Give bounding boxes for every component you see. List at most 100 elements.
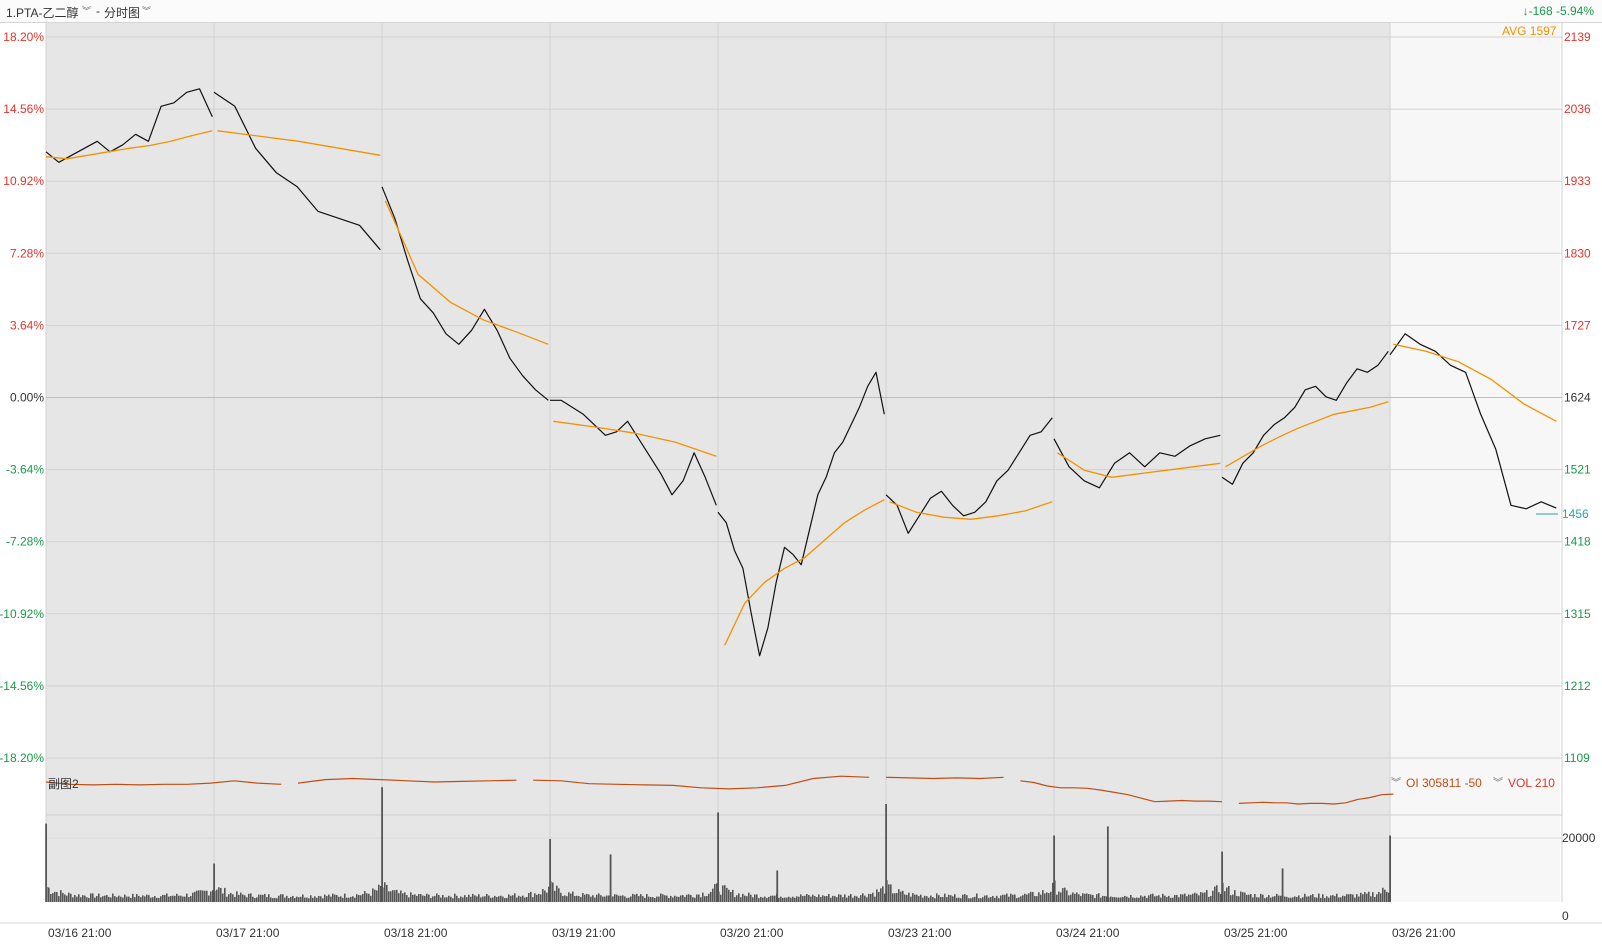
symbol-name[interactable]: 1.PTA-乙二醇: [6, 6, 79, 20]
left-tick-label: -14.56%: [0, 679, 44, 693]
volume-bar: [1086, 893, 1088, 902]
volume-bar: [956, 897, 958, 902]
volume-bar: [358, 895, 360, 902]
volume-bar: [1254, 894, 1256, 902]
volume-bar: [638, 896, 640, 902]
volume-bar: [798, 896, 800, 902]
volume-bar: [140, 897, 142, 902]
volume-bar: [154, 896, 156, 902]
volume-bar: [1204, 892, 1206, 902]
volume-bar: [1196, 893, 1198, 902]
volume-bar: [984, 895, 986, 902]
oi-line: [297, 777, 517, 784]
volume-bar: [662, 894, 664, 902]
volume-bar: [820, 897, 822, 902]
volume-spike: [45, 823, 47, 902]
volume-bar: [780, 896, 782, 902]
oi-dropdown-icon[interactable]: ︾: [1391, 777, 1401, 789]
volume-bar: [618, 895, 620, 902]
volume-bar: [156, 897, 158, 902]
volume-bar: [332, 893, 334, 902]
volume-bar: [1002, 894, 1004, 902]
volume-bar: [228, 894, 230, 902]
oi-label: OI 305811 -50: [1406, 776, 1482, 790]
volume-bar: [930, 895, 932, 902]
volume-bar: [548, 886, 550, 902]
volume-bar: [404, 892, 406, 902]
volume-bar: [840, 894, 842, 902]
view-dropdown-icon[interactable]: ︾: [142, 6, 152, 16]
vol-dropdown-icon[interactable]: ︾: [1493, 777, 1503, 789]
volume-bar: [184, 896, 186, 902]
right-tick-label: 1624: [1564, 391, 1591, 405]
volume-bar: [894, 893, 896, 902]
volume-bar: [896, 893, 898, 902]
volume-bar: [522, 895, 524, 902]
view-name[interactable]: 分时图: [104, 6, 141, 20]
volume-bar: [818, 894, 820, 902]
volume-bar: [450, 896, 452, 902]
volume-bar: [76, 896, 78, 902]
volume-bar: [760, 896, 762, 902]
volume-bar: [1350, 894, 1352, 902]
volume-bar: [442, 894, 444, 902]
volume-bar: [216, 889, 218, 902]
current-price-label: 1456: [1562, 507, 1589, 521]
volume-bar: [738, 893, 740, 902]
volume-bar: [842, 897, 844, 902]
volume-bar: [1342, 895, 1344, 902]
volume-bar: [1290, 897, 1292, 902]
left-tick-label: 7.28%: [10, 246, 44, 260]
volume-bar: [92, 893, 94, 902]
volume-bar: [56, 891, 58, 902]
volume-bar: [1322, 894, 1324, 902]
volume-bar: [750, 894, 752, 902]
volume-bar: [1024, 893, 1026, 902]
volume-bar: [366, 893, 368, 902]
volume-bar: [952, 896, 954, 902]
volume-bar: [1278, 895, 1280, 902]
volume-bar: [1370, 896, 1372, 902]
volume-bar: [866, 897, 868, 902]
volume-bar: [496, 897, 498, 902]
volume-bar: [1036, 896, 1038, 902]
volume-bar: [674, 895, 676, 902]
volume-bar: [728, 889, 730, 902]
volume-bar: [634, 894, 636, 902]
time-tick-label: 03/23 21:00: [888, 926, 952, 940]
volume-bar: [400, 890, 402, 902]
volume-bar: [906, 894, 908, 902]
volume-bar: [996, 895, 998, 902]
volume-bar: [182, 896, 184, 902]
volume-bar: [770, 895, 772, 902]
volume-bar: [1210, 895, 1212, 902]
oi-line: [1238, 793, 1394, 805]
volume-bar: [1092, 895, 1094, 902]
volume-bar: [1352, 894, 1354, 902]
header-separator: -: [96, 4, 100, 18]
chart-header: 1.PTA-乙二醇 ︾ - 分时图 ︾ ↓-168 -5.94%: [0, 0, 1602, 23]
symbol-dropdown-icon[interactable]: ︾: [82, 6, 92, 16]
avg-line: [384, 200, 549, 345]
volume-bar: [1122, 896, 1124, 902]
volume-bar: [272, 898, 274, 902]
volume-bar: [1234, 890, 1236, 902]
volume-bar: [598, 893, 600, 902]
volume-bar: [678, 896, 680, 902]
right-tick-label: 1212: [1564, 679, 1591, 693]
volume-bar: [736, 895, 738, 902]
volume-bar: [778, 897, 780, 902]
volume-bar: [360, 895, 362, 902]
volume-bar: [1384, 889, 1386, 902]
left-tick-label: 18.20%: [3, 30, 44, 44]
volume-bars: [45, 787, 1391, 902]
volume-bar: [336, 895, 338, 902]
volume-bar: [266, 897, 268, 902]
left-tick-label: -7.28%: [6, 535, 44, 549]
volume-bar: [1050, 891, 1052, 902]
volume-bar: [822, 895, 824, 902]
volume-bar: [652, 897, 654, 902]
volume-bar: [1166, 897, 1168, 902]
volume-spike: [1053, 835, 1055, 902]
